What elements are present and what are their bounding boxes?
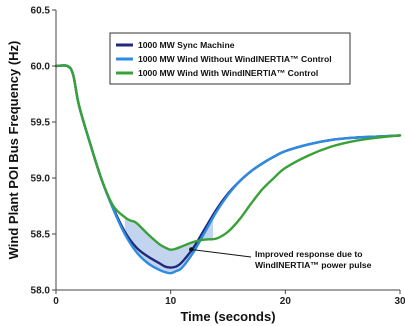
ticks-layer: 0 10 20 30 58.0 58.5 59.0 59.5 60.0 60.5 [31, 6, 405, 308]
y-tick-label: 58.0 [31, 286, 51, 297]
y-tick-label: 60.5 [31, 6, 51, 17]
axes-layer [55, 10, 400, 291]
legend-label-3: 1000 MW Wind With WindINERTIA™ Control [138, 68, 318, 78]
annotation-point [189, 247, 194, 252]
legend: 1000 MW Sync Machine 1000 MW Wind Without… [109, 32, 351, 85]
improvement-region-layer [124, 217, 214, 274]
series-line-2 [54, 64, 402, 275]
y-axis-title: Wind Plant POI Bus Frequency (Hz) [6, 41, 21, 260]
y-tick-label: 59.0 [31, 174, 51, 185]
x-tick-label: 10 [165, 296, 177, 307]
annotation-text-line2: WindINERTIA™ power pulse [255, 260, 372, 270]
series-line-1 [54, 64, 402, 269]
legend-box [109, 32, 351, 85]
x-axis-title: Time (seconds) [180, 309, 275, 324]
x-tick-label: 0 [53, 296, 59, 307]
legend-label-1: 1000 MW Sync Machine [138, 40, 235, 50]
y-tick-label: 58.5 [31, 230, 51, 241]
x-tick-label: 20 [280, 296, 292, 307]
improvement-region [124, 217, 214, 274]
y-tick-label: 60.0 [31, 62, 51, 73]
x-tick-label: 30 [394, 296, 405, 307]
legend-label-2: 1000 MW Wind Without WindINERTIA™ Contro… [138, 54, 332, 64]
annotation: Improved response due to WindINERTIA™ po… [189, 247, 372, 270]
annotation-leader-line [191, 248, 252, 258]
annotation-text-line1: Improved response due to [255, 249, 362, 259]
series-line-3 [54, 64, 402, 251]
y-tick-label: 59.5 [31, 118, 51, 129]
series-layer [54, 64, 402, 275]
